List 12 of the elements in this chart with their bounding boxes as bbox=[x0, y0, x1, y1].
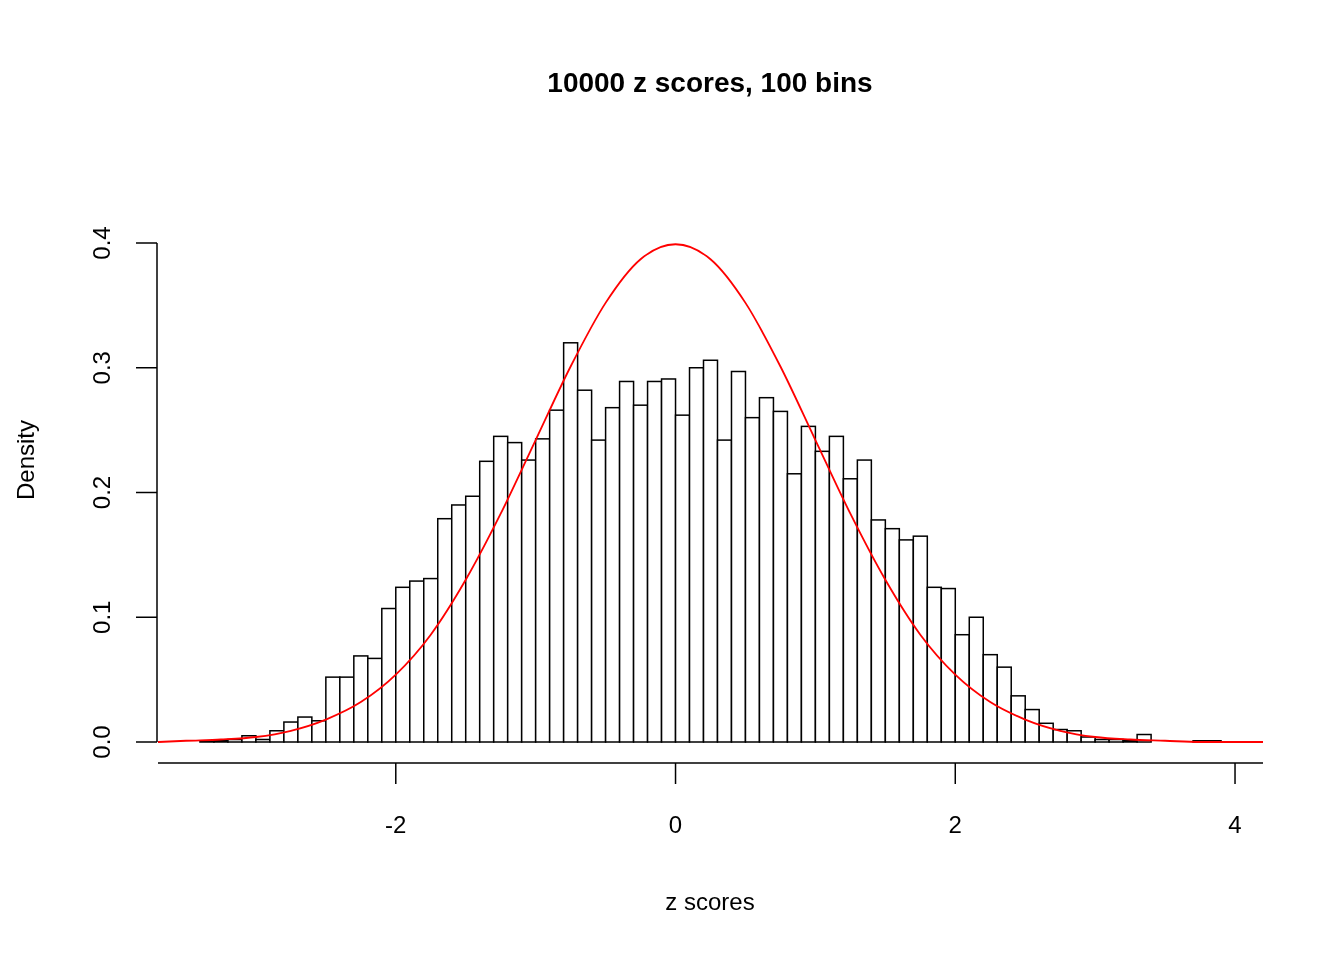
x-tick-label: 2 bbox=[948, 811, 962, 838]
x-tick-label: -2 bbox=[385, 811, 407, 838]
y-tick-label: 0.2 bbox=[88, 475, 115, 510]
x-axis-title: z scores bbox=[665, 888, 755, 915]
y-axis-title: Density bbox=[12, 419, 39, 501]
y-tick-label: 0.1 bbox=[88, 600, 115, 634]
y-tick-label: 0.4 bbox=[88, 226, 115, 260]
chart-title: 10000 z scores, 100 bins bbox=[547, 67, 873, 98]
y-tick-label: 0.3 bbox=[88, 351, 115, 385]
y-tick-label: 0.0 bbox=[88, 725, 115, 759]
x-tick-label: 4 bbox=[1228, 811, 1242, 838]
x-tick-label: 0 bbox=[668, 811, 683, 838]
